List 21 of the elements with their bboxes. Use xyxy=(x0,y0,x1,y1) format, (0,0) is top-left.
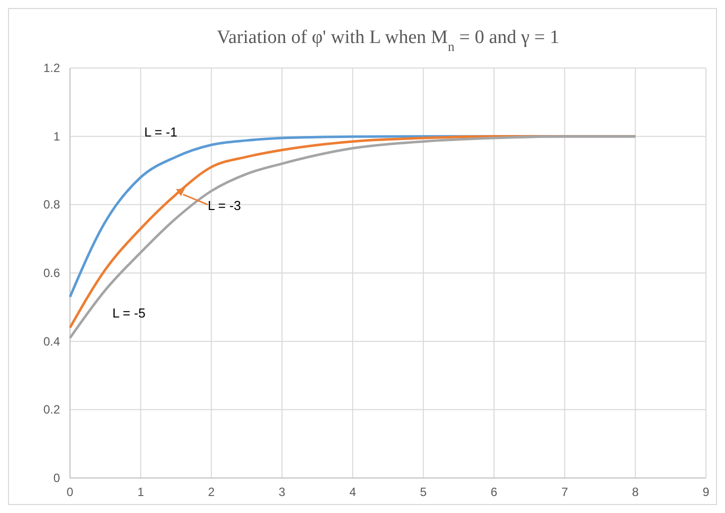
x-tick-label: 9 xyxy=(702,485,710,499)
series-label: L = -1 xyxy=(144,124,178,140)
y-tick-label: 0.4 xyxy=(43,334,60,348)
series-label: L = -5 xyxy=(112,305,146,320)
y-tick-label: 0.6 xyxy=(43,266,60,280)
legend-label: L = -3 xyxy=(208,198,241,213)
x-tick-label: 2 xyxy=(208,485,215,499)
x-tick-label: 6 xyxy=(490,485,498,499)
x-tick-label: 1 xyxy=(137,485,144,499)
x-tick-label: 4 xyxy=(349,485,356,499)
y-tick-label: 0.2 xyxy=(43,402,60,417)
x-tick-label: 7 xyxy=(561,485,568,499)
x-tick-label: 0 xyxy=(66,485,74,499)
y-tick-label: 1.2 xyxy=(43,61,60,75)
chart-title: Variation of φ' with L when M$_{n}$ = 0 and γ = 1 xyxy=(216,27,560,54)
x-tick-label: 5 xyxy=(420,485,427,499)
x-tick-label: 8 xyxy=(632,485,639,499)
y-tick-label: 0.8 xyxy=(43,198,60,212)
y-tick-label: 0 xyxy=(53,471,60,485)
y-tick-label: 1 xyxy=(53,129,60,144)
x-tick-label: 3 xyxy=(278,485,286,499)
